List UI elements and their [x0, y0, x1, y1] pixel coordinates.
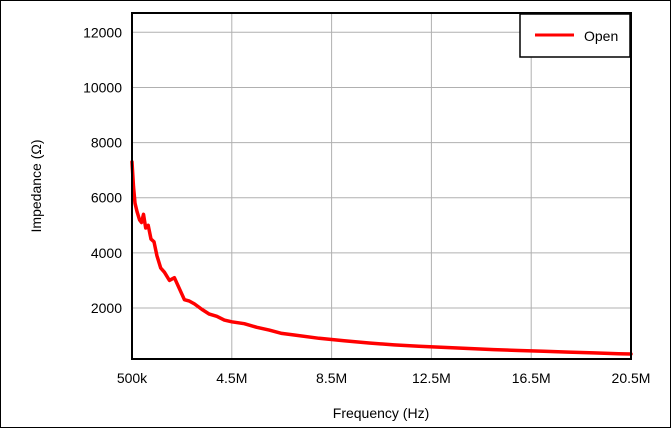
legend: Open: [519, 13, 631, 58]
y-axis-label: Impedance (Ω): [28, 140, 44, 233]
y-tick-label: 8000: [91, 135, 122, 151]
y-tick-label: 10000: [83, 79, 122, 95]
y-tick-labels: 2000 4000 6000 8000 10000 12000: [83, 24, 122, 316]
x-tick-labels: 500k 4.5M 8.5M 12.5M 16.5M 20.5M: [117, 370, 651, 386]
series-line-open: [130, 160, 633, 356]
plot-area: [132, 13, 631, 359]
y-tick-label: 2000: [91, 300, 122, 316]
x-tick-label: 8.5M: [316, 370, 347, 386]
series-group: [130, 160, 633, 356]
x-tick-label: 20.5M: [612, 370, 651, 386]
y-tick-label: 6000: [91, 190, 122, 206]
y-tick-label: 12000: [83, 24, 122, 40]
x-tick-label: 500k: [117, 370, 148, 386]
x-axis-label: Frequency (Hz): [333, 405, 429, 421]
x-tick-label: 16.5M: [512, 370, 551, 386]
plot-border: [131, 12, 632, 360]
x-tick-label: 4.5M: [216, 370, 247, 386]
x-tick-label: 12.5M: [412, 370, 451, 386]
legend-label: Open: [584, 28, 618, 44]
y-tick-label: 4000: [91, 245, 122, 261]
